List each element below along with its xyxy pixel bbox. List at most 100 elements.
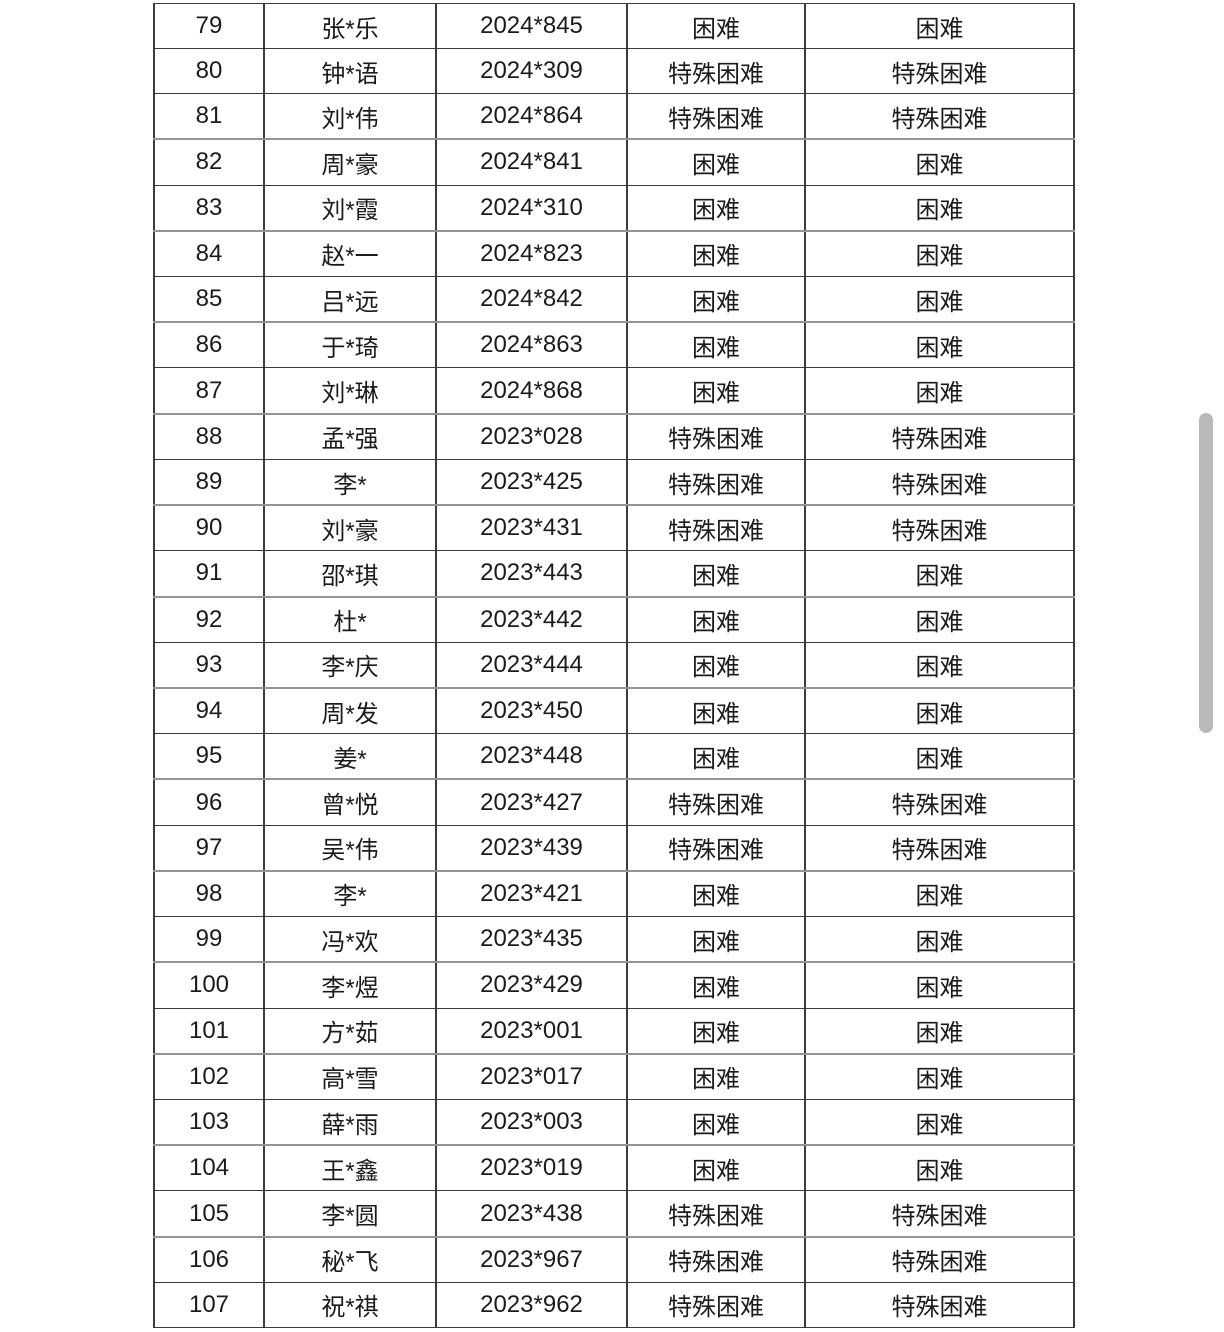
cell-serial-number: 91 xyxy=(153,550,265,598)
cell-difficulty-status-1: 困难 xyxy=(626,550,806,598)
cell-serial-number: 90 xyxy=(153,504,265,552)
cell-difficulty-status-2: 困难 xyxy=(804,687,1075,735)
cell-difficulty-status-1: 特殊困难 xyxy=(626,93,806,141)
cell-student-name: 姜* xyxy=(263,733,437,781)
cell-difficulty-status-2: 困难 xyxy=(804,1098,1075,1147)
cell-student-id: 2023*017 xyxy=(435,1053,628,1100)
cell-student-name: 邵*琪 xyxy=(263,550,437,598)
cell-difficulty-status-1: 特殊困难 xyxy=(626,413,806,460)
table-row: 90 刘*豪 2023*431 特殊困难 特殊困难 xyxy=(153,504,1075,552)
cell-difficulty-status-1: 困难 xyxy=(626,687,806,735)
table-row: 88 孟*强 2023*028 特殊困难 特殊困难 xyxy=(153,413,1075,460)
cell-student-id: 2023*442 xyxy=(435,596,628,643)
cell-serial-number: 92 xyxy=(153,596,265,643)
cell-serial-number: 86 xyxy=(153,321,265,369)
cell-difficulty-status-1: 困难 xyxy=(626,596,806,643)
cell-difficulty-status-1: 特殊困难 xyxy=(626,778,806,826)
cell-student-name: 周*发 xyxy=(263,687,437,735)
cell-serial-number: 95 xyxy=(153,733,265,781)
cell-difficulty-status-2: 困难 xyxy=(804,1007,1075,1055)
table-row: 100 李*煜 2023*429 困难 困难 xyxy=(153,961,1075,1009)
cell-student-name: 刘*霞 xyxy=(263,184,437,232)
cell-student-id: 2023*435 xyxy=(435,916,628,964)
cell-student-name: 祝*祺 xyxy=(263,1281,437,1329)
cell-difficulty-status-2: 特殊困难 xyxy=(804,824,1075,872)
table-row: 79 张*乐 2024*845 困难 困难 xyxy=(153,2,1075,50)
cell-serial-number: 102 xyxy=(153,1053,265,1100)
cell-student-id: 2023*019 xyxy=(435,1144,628,1192)
cell-serial-number: 93 xyxy=(153,641,265,689)
table-row: 98 李* 2023*421 困难 困难 xyxy=(153,870,1075,918)
cell-student-name: 王*鑫 xyxy=(263,1144,437,1192)
cell-serial-number: 96 xyxy=(153,778,265,826)
table-row: 91 邵*琪 2023*443 困难 困难 xyxy=(153,550,1075,598)
cell-student-id: 2023*028 xyxy=(435,413,628,460)
cell-difficulty-status-2: 特殊困难 xyxy=(804,504,1075,552)
cell-student-name: 方*茹 xyxy=(263,1007,437,1055)
cell-student-name: 钟*语 xyxy=(263,48,437,95)
cell-student-id: 2023*431 xyxy=(435,504,628,552)
cell-difficulty-status-2: 困难 xyxy=(804,2,1075,50)
cell-serial-number: 101 xyxy=(153,1007,265,1055)
cell-difficulty-status-1: 特殊困难 xyxy=(626,824,806,872)
table-row: 105 李*圆 2023*438 特殊困难 特殊困难 xyxy=(153,1190,1075,1238)
cell-difficulty-status-1: 困难 xyxy=(626,733,806,781)
cell-difficulty-status-1: 困难 xyxy=(626,321,806,369)
cell-student-id: 2023*962 xyxy=(435,1281,628,1329)
vertical-scrollbar-thumb[interactable] xyxy=(1199,413,1213,733)
cell-student-name: 李*圆 xyxy=(263,1190,437,1238)
cell-difficulty-status-2: 困难 xyxy=(804,961,1075,1009)
table-row: 101 方*茹 2023*001 困难 困难 xyxy=(153,1007,1075,1055)
cell-serial-number: 89 xyxy=(153,458,265,507)
cell-difficulty-status-1: 困难 xyxy=(626,1053,806,1100)
table-row: 92 杜* 2023*442 困难 困难 xyxy=(153,596,1075,643)
cell-serial-number: 98 xyxy=(153,870,265,918)
cell-student-id: 2023*443 xyxy=(435,550,628,598)
cell-difficulty-status-1: 困难 xyxy=(626,138,806,186)
cell-student-id: 2023*438 xyxy=(435,1190,628,1238)
cell-difficulty-status-2: 困难 xyxy=(804,1144,1075,1192)
cell-student-id: 2023*421 xyxy=(435,870,628,918)
cell-student-id: 2024*845 xyxy=(435,2,628,50)
cell-student-name: 吴*伟 xyxy=(263,824,437,872)
cell-serial-number: 107 xyxy=(153,1281,265,1329)
cell-serial-number: 85 xyxy=(153,276,265,324)
cell-student-name: 秘*飞 xyxy=(263,1236,437,1283)
cell-serial-number: 80 xyxy=(153,48,265,95)
cell-student-name: 于*琦 xyxy=(263,321,437,369)
cell-difficulty-status-2: 困难 xyxy=(804,596,1075,643)
cell-difficulty-status-2: 困难 xyxy=(804,230,1075,278)
table-row: 94 周*发 2023*450 困难 困难 xyxy=(153,687,1075,735)
cell-serial-number: 106 xyxy=(153,1236,265,1283)
cell-difficulty-status-1: 特殊困难 xyxy=(626,1190,806,1238)
cell-student-name: 孟*强 xyxy=(263,413,437,460)
cell-difficulty-status-2: 困难 xyxy=(804,138,1075,186)
cell-difficulty-status-2: 困难 xyxy=(804,367,1075,415)
cell-serial-number: 103 xyxy=(153,1098,265,1147)
cell-student-id: 2023*003 xyxy=(435,1098,628,1147)
cell-difficulty-status-2: 特殊困难 xyxy=(804,48,1075,95)
cell-student-name: 李*煜 xyxy=(263,961,437,1009)
cell-student-name: 冯*欢 xyxy=(263,916,437,964)
table-row: 106 秘*飞 2023*967 特殊困难 特殊困难 xyxy=(153,1236,1075,1283)
cell-difficulty-status-2: 特殊困难 xyxy=(804,1281,1075,1329)
cell-serial-number: 100 xyxy=(153,961,265,1009)
cell-student-id: 2024*868 xyxy=(435,367,628,415)
table-row: 83 刘*霞 2024*310 困难 困难 xyxy=(153,184,1075,232)
cell-student-name: 刘*豪 xyxy=(263,504,437,552)
cell-difficulty-status-1: 特殊困难 xyxy=(626,48,806,95)
cell-difficulty-status-1: 困难 xyxy=(626,870,806,918)
cell-difficulty-status-2: 困难 xyxy=(804,916,1075,964)
cell-difficulty-status-2: 困难 xyxy=(804,550,1075,598)
table-row: 95 姜* 2023*448 困难 困难 xyxy=(153,733,1075,781)
cell-student-name: 赵*一 xyxy=(263,230,437,278)
cell-difficulty-status-1: 困难 xyxy=(626,1098,806,1147)
cell-student-name: 薛*雨 xyxy=(263,1098,437,1147)
cell-student-id: 2023*427 xyxy=(435,778,628,826)
cell-student-name: 李* xyxy=(263,870,437,918)
cell-difficulty-status-1: 困难 xyxy=(626,1007,806,1055)
cell-difficulty-status-1: 困难 xyxy=(626,641,806,689)
cell-student-id: 2024*863 xyxy=(435,321,628,369)
cell-student-id: 2024*841 xyxy=(435,138,628,186)
